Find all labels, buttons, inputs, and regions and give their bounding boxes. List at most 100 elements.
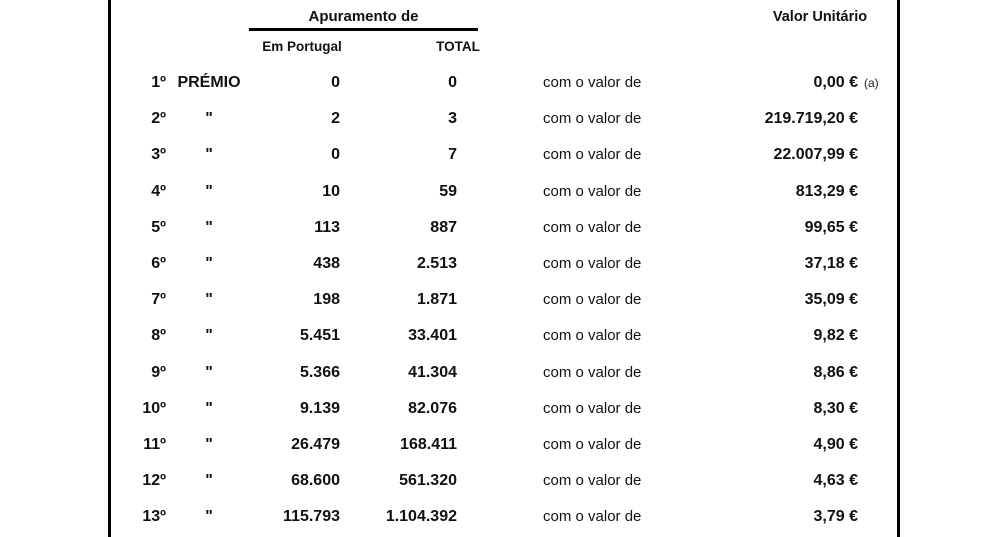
prize-label: " bbox=[205, 399, 213, 417]
unit-value: 37,18 € bbox=[804, 254, 858, 272]
com-o-valor-text: com o valor de bbox=[543, 74, 642, 91]
column-header-valor-unitario: Valor Unitário bbox=[772, 9, 868, 25]
column-header-em-portugal: Em Portugal bbox=[262, 39, 342, 54]
prize-ordinal: 2º bbox=[151, 110, 166, 128]
table-row: 9º " 5.366 41.304 com o valor de 8,86 € bbox=[0, 355, 1007, 391]
table-row: 7º " 198 1.871 com o valor de 35,09 € bbox=[0, 282, 1007, 318]
unit-value: 35,09 € bbox=[804, 291, 858, 309]
em-portugal-count: 2 bbox=[331, 110, 340, 128]
table-row: 11º " 26.479 168.411 com o valor de 4,90… bbox=[0, 427, 1007, 463]
table-row: 13º " 115.793 1.104.392 com o valor de 3… bbox=[0, 499, 1007, 535]
table-row: 4º " 10 59 com o valor de 813,29 € bbox=[0, 174, 1007, 210]
em-portugal-count: 0 bbox=[331, 146, 340, 164]
total-count: 0 bbox=[448, 74, 457, 91]
left-border-line bbox=[108, 0, 111, 537]
prize-ordinal: 12º bbox=[142, 472, 166, 490]
prize-label: PRÉMIO bbox=[177, 74, 241, 91]
prize-ordinal: 7º bbox=[151, 291, 166, 309]
com-o-valor-text: com o valor de bbox=[543, 472, 642, 490]
total-count: 1.104.392 bbox=[385, 508, 457, 526]
em-portugal-count: 5.366 bbox=[299, 363, 340, 381]
prize-label: " bbox=[205, 146, 213, 164]
table-row: 6º " 438 2.513 com o valor de 37,18 € bbox=[0, 246, 1007, 282]
prize-ordinal: 10º bbox=[142, 399, 166, 417]
total-count: 1.871 bbox=[416, 291, 457, 309]
em-portugal-count: 113 bbox=[314, 218, 340, 236]
com-o-valor-text: com o valor de bbox=[543, 435, 642, 453]
prize-label: " bbox=[205, 110, 213, 128]
prize-label: " bbox=[205, 327, 213, 345]
em-portugal-count: 198 bbox=[313, 291, 340, 309]
unit-value: 4,90 € bbox=[813, 435, 858, 453]
total-count: 168.411 bbox=[400, 435, 457, 453]
prize-label: " bbox=[205, 291, 213, 309]
em-portugal-count: 68.600 bbox=[291, 472, 340, 490]
prize-label: " bbox=[205, 218, 213, 236]
footnote-marker: (a) bbox=[864, 76, 879, 90]
com-o-valor-text: com o valor de bbox=[543, 508, 642, 526]
em-portugal-count: 0 bbox=[331, 74, 340, 91]
unit-value: 99,65 € bbox=[804, 218, 858, 236]
unit-value: 813,29 € bbox=[795, 182, 858, 200]
total-count: 887 bbox=[430, 218, 457, 236]
table-row: 2º " 2 3 com o valor de 219.719,20 € bbox=[0, 101, 1007, 137]
com-o-valor-text: com o valor de bbox=[543, 291, 642, 309]
table-row: 1º PRÉMIO 0 0 com o valor de 0,00 € (a) bbox=[0, 65, 1007, 101]
total-count: 59 bbox=[439, 182, 457, 200]
prize-label: " bbox=[205, 182, 213, 200]
prize-label: " bbox=[205, 435, 213, 453]
total-count: 2.513 bbox=[416, 254, 457, 272]
com-o-valor-text: com o valor de bbox=[543, 182, 642, 200]
com-o-valor-text: com o valor de bbox=[543, 254, 642, 272]
prize-table: 1º PRÉMIO 0 0 com o valor de 0,00 € (a) … bbox=[0, 65, 1007, 535]
total-count: 561.320 bbox=[399, 472, 457, 490]
prize-ordinal: 5º bbox=[151, 218, 166, 236]
total-count: 41.304 bbox=[408, 363, 457, 381]
em-portugal-count: 438 bbox=[313, 254, 340, 272]
right-border-line bbox=[897, 0, 900, 537]
total-count: 33.401 bbox=[408, 327, 457, 345]
com-o-valor-text: com o valor de bbox=[543, 363, 642, 381]
column-header-total: TOTAL bbox=[436, 39, 480, 54]
unit-value: 8,30 € bbox=[813, 399, 858, 417]
unit-value: 3,79 € bbox=[813, 508, 858, 526]
table-row: 10º " 9.139 82.076 com o valor de 8,30 € bbox=[0, 391, 1007, 427]
total-count: 7 bbox=[448, 146, 457, 164]
com-o-valor-text: com o valor de bbox=[543, 146, 642, 164]
unit-value: 4,63 € bbox=[813, 472, 858, 490]
em-portugal-count: 115.793 bbox=[283, 508, 340, 526]
unit-value: 219.719,20 € bbox=[764, 110, 858, 128]
table-row: 12º " 68.600 561.320 com o valor de 4,63… bbox=[0, 463, 1007, 499]
prize-ordinal: 1º bbox=[151, 74, 166, 91]
com-o-valor-text: com o valor de bbox=[543, 218, 642, 236]
column-group-header-apuramento: Apuramento de bbox=[308, 8, 419, 25]
prize-label: " bbox=[205, 363, 213, 381]
unit-value: 22.007,99 € bbox=[773, 146, 858, 164]
prize-ordinal: 8º bbox=[151, 327, 166, 345]
unit-value: 8,86 € bbox=[813, 363, 858, 381]
com-o-valor-text: com o valor de bbox=[543, 327, 642, 345]
prize-ordinal: 9º bbox=[151, 363, 166, 381]
prize-ordinal: 13º bbox=[142, 508, 166, 526]
prize-label: " bbox=[205, 508, 213, 526]
prize-label: " bbox=[205, 254, 213, 272]
table-row: 5º " 113 887 com o valor de 99,65 € bbox=[0, 210, 1007, 246]
unit-value: 9,82 € bbox=[813, 327, 858, 345]
prize-ordinal: 3º bbox=[151, 146, 166, 164]
em-portugal-count: 9.139 bbox=[299, 399, 340, 417]
prize-label: " bbox=[205, 472, 213, 490]
em-portugal-count: 26.479 bbox=[291, 435, 340, 453]
em-portugal-count: 5.451 bbox=[299, 327, 340, 345]
com-o-valor-text: com o valor de bbox=[543, 399, 642, 417]
prize-ordinal: 11º bbox=[143, 435, 166, 453]
table-row: 8º " 5.451 33.401 com o valor de 9,82 € bbox=[0, 318, 1007, 354]
table-row: 3º " 0 7 com o valor de 22.007,99 € bbox=[0, 137, 1007, 173]
total-count: 82.076 bbox=[408, 399, 457, 417]
em-portugal-count: 10 bbox=[322, 182, 340, 200]
prize-ordinal: 4º bbox=[151, 182, 166, 200]
apuramento-underline bbox=[249, 28, 478, 31]
unit-value: 0,00 € bbox=[813, 74, 858, 91]
prize-ordinal: 6º bbox=[151, 254, 166, 272]
total-count: 3 bbox=[448, 110, 457, 128]
